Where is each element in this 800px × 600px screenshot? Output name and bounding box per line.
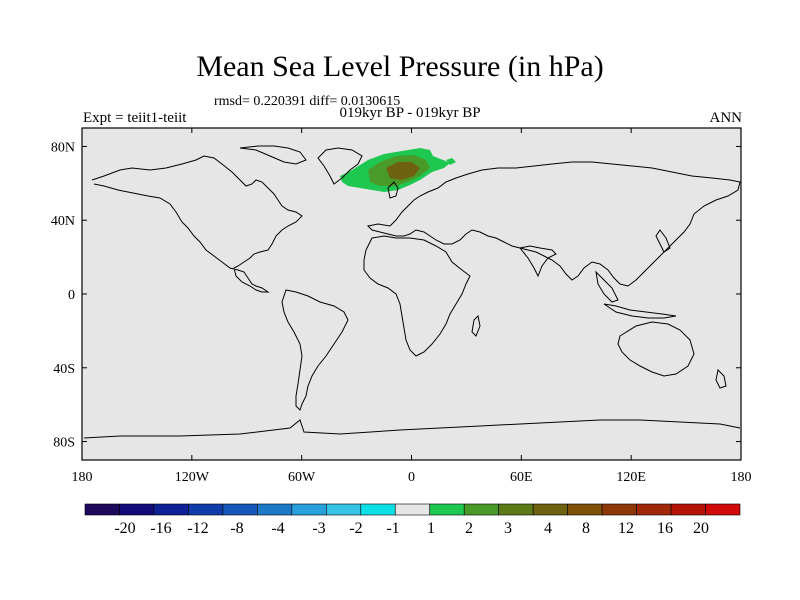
anomaly-olive [386,162,420,180]
colorbar-swatch [670,503,706,516]
coast-eurasia [366,161,741,287]
colorbar-label: 16 [657,520,673,537]
colorbar-label: 3 [504,520,512,537]
colorbar-swatch [498,503,534,516]
lat-tick-label: 40S [53,362,75,377]
coast-new-zealand [715,368,727,389]
colorbar-label: 8 [582,520,590,537]
coast-uk [387,181,399,199]
coast-india [519,245,557,278]
coast-arctic-islands [239,145,307,165]
colorbar-label: -20 [114,520,135,537]
season-label: ANN [709,110,743,126]
colorbar-swatch [257,503,293,516]
lon-tick-label: 120E [616,470,646,485]
coast-greenland [317,147,363,185]
lat-tick-label: 80S [53,436,75,451]
lat-tick-label: 80N [51,140,75,155]
colorbar-swatch [84,503,120,516]
colorbar-swatch [153,503,189,516]
anomaly-patch [446,158,456,165]
colorbar-label: -8 [230,520,243,537]
colorbar-label: -3 [312,520,325,537]
lon-tick-label: 0 [408,470,415,485]
coast-madagascar [471,314,481,337]
colorbar-swatch [429,503,465,516]
colorbar: -20 -16 -12 -8 -4 -3 -2 -1 1 2 3 4 8 12 16 20 [84,503,741,537]
colorbar-label: 1 [427,520,435,537]
colorbar-swatch [360,503,396,516]
colorbar-swatch [601,503,637,516]
colorbar-label: -16 [150,520,171,537]
colorbar-swatch [188,503,224,516]
experiment-label: Expt = teiit1-teiit [83,110,187,126]
colorbar-swatch [222,503,258,516]
coast-africa [363,235,471,357]
colorbar-label: 20 [693,520,709,537]
plot-title: Mean Sea Level Pressure (in hPa) [196,50,604,83]
coast-north-america [91,155,303,293]
colorbar-swatch [291,503,327,516]
lon-tick-label: 60W [288,470,316,485]
coastlines [83,145,741,439]
lon-tick-label: 120W [175,470,210,485]
colorbar-swatch [705,503,741,516]
lon-tick-label: 180 [72,470,93,485]
lat-tick-label: 40N [51,214,75,229]
coast-japan [655,229,671,253]
colorbar-label: -2 [349,520,362,537]
colorbar-swatch [636,503,672,516]
longitude-axis: 180 120W 60W 0 60E 120E 180 [72,128,752,485]
colorbar-swatch [326,503,362,516]
colorbar-swatch [119,503,155,516]
lat-tick-label: 0 [68,288,75,303]
colorbar-swatch [463,503,499,516]
lon-tick-label: 180 [731,470,752,485]
lon-tick-label: 60E [510,470,533,485]
coast-indonesia [603,303,677,319]
coast-southeast-asia [595,270,619,303]
coast-antarctica [83,419,741,439]
coast-south-america [281,289,349,411]
colorbar-swatch [567,503,603,516]
colorbar-label: -12 [187,520,208,537]
coast-australia [617,321,695,377]
anomaly-shading [340,148,456,192]
stats-label: rmsd= 0.220391 diff= 0.0130615 [214,94,401,109]
period-label: 019kyr BP - 019kyr BP [339,105,481,121]
colorbar-label: 12 [618,520,634,537]
colorbar-label: -1 [386,520,399,537]
colorbar-swatch [532,503,568,516]
colorbar-swatch [394,503,431,516]
colorbar-label: 4 [544,520,552,537]
latitude-axis: 80N 40N 0 40S 80S [51,140,741,451]
colorbar-label: 2 [465,520,473,537]
colorbar-label: -4 [271,520,284,537]
